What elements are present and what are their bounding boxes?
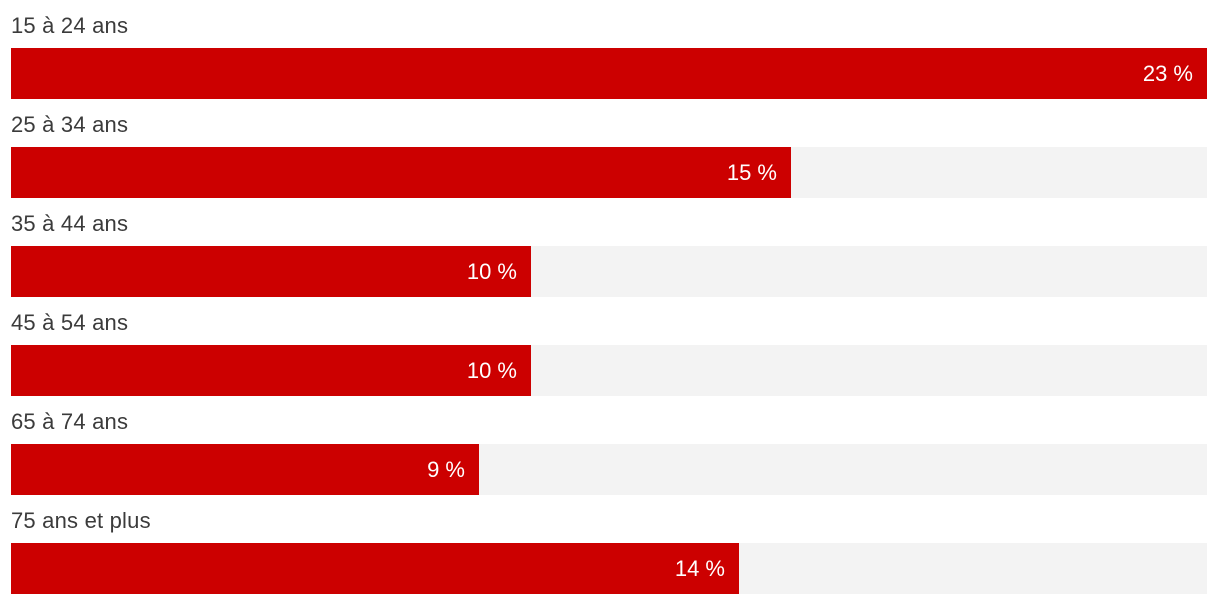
bar-fill[interactable]: 14 % xyxy=(11,543,739,594)
bar-fill[interactable]: 10 % xyxy=(11,345,531,396)
bar-row: 25 à 34 ans 15 % xyxy=(11,99,1207,198)
value-label: 14 % xyxy=(674,555,725,581)
category-label: 65 à 74 ans xyxy=(11,409,129,434)
bar-track: 10 % xyxy=(11,345,1207,396)
bar-row: 65 à 74 ans 9 % xyxy=(11,396,1207,495)
bar-fill[interactable]: 10 % xyxy=(11,246,531,297)
category-label: 45 à 54 ans xyxy=(11,310,129,335)
bar-track: 9 % xyxy=(11,444,1207,495)
bar-row: 75 ans et plus 14 % xyxy=(11,495,1207,594)
category-label: 25 à 34 ans xyxy=(11,112,129,137)
bar-track: 15 % xyxy=(11,147,1207,198)
bar-fill[interactable]: 23 % xyxy=(11,48,1207,99)
bar-track: 10 % xyxy=(11,246,1207,297)
bar-fill[interactable]: 15 % xyxy=(11,147,791,198)
bar-fill[interactable]: 9 % xyxy=(11,444,479,495)
value-label: 9 % xyxy=(427,456,465,482)
bar-track: 23 % xyxy=(11,48,1207,99)
bar-row: 45 à 54 ans 10 % xyxy=(11,297,1207,396)
value-label: 15 % xyxy=(726,159,777,185)
category-label: 35 à 44 ans xyxy=(11,211,129,236)
bar-row: 15 à 24 ans 23 % xyxy=(11,0,1207,99)
value-label: 10 % xyxy=(466,357,517,383)
bar-track: 14 % xyxy=(11,543,1207,594)
category-label: 15 à 24 ans xyxy=(11,13,129,38)
category-label: 75 ans et plus xyxy=(11,508,151,533)
value-label: 10 % xyxy=(466,258,517,284)
bar-row: 35 à 44 ans 10 % xyxy=(11,198,1207,297)
value-label: 23 % xyxy=(1142,60,1193,86)
